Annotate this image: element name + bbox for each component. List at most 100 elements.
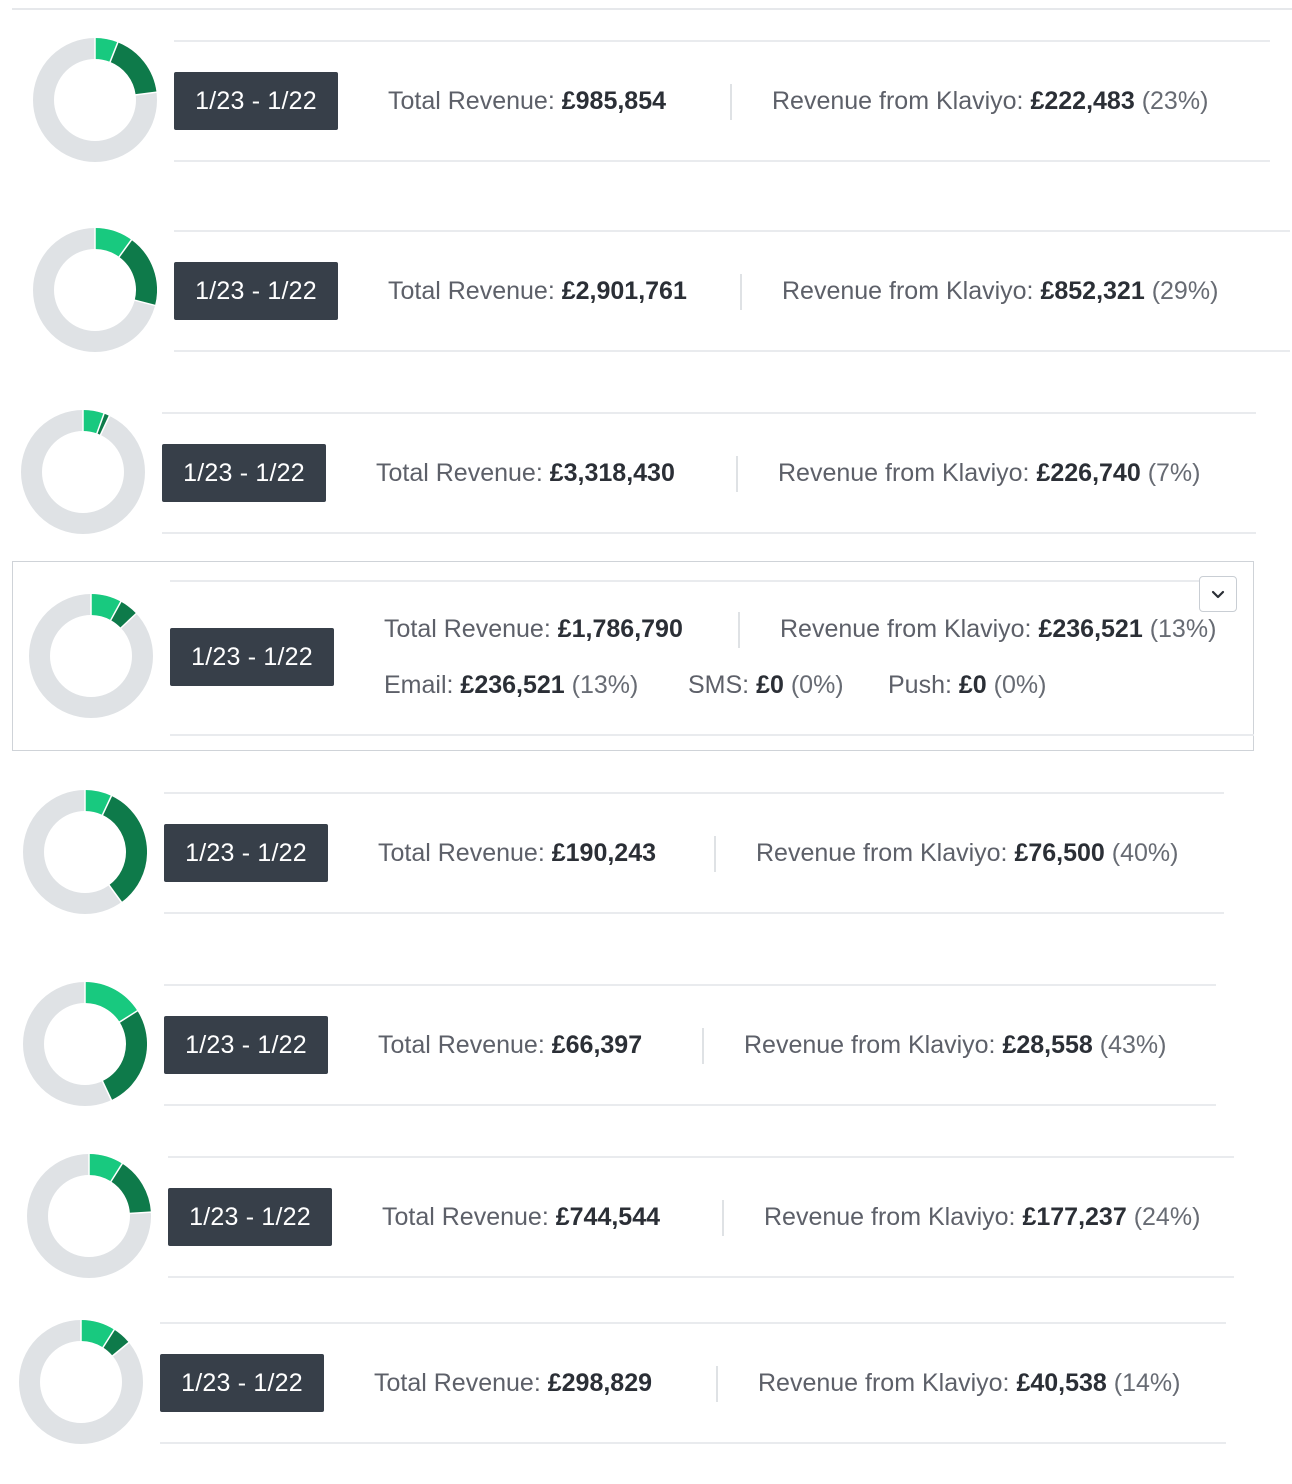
card-bottom-border: [164, 912, 1224, 914]
total-revenue-value: £66,397: [551, 1031, 643, 1059]
klaviyo-revenue-percent: (43%): [1099, 1031, 1167, 1059]
card-bottom-border: [160, 1442, 1226, 1444]
klaviyo-revenue: Revenue from Klaviyo: £28,558 (43%): [744, 1030, 1166, 1060]
push-revenue-value: £0: [958, 671, 987, 699]
total-revenue: Total Revenue: £744,544: [382, 1202, 660, 1232]
total-revenue-label: Total Revenue:: [388, 277, 555, 305]
donut-separator: [134, 91, 157, 96]
date-range-badge: 1/23 - 1/22: [168, 1188, 332, 1246]
total-revenue-value: £744,544: [555, 1203, 661, 1231]
revenue-donut-chart: [27, 1154, 151, 1278]
klaviyo-revenue-value: £177,237: [1022, 1203, 1127, 1231]
donut-email-segment: [80, 1320, 115, 1348]
donut-svg: [29, 594, 153, 718]
donut-separator: [101, 794, 113, 817]
card-bottom-border: [170, 734, 1254, 736]
donut-sms-segment: [110, 601, 137, 629]
push-revenue-percent: (0%): [993, 671, 1047, 699]
donut-svg: [33, 228, 157, 352]
card-top-border: [170, 580, 1200, 582]
card-bottom-border: [164, 1104, 1216, 1106]
donut-separator: [117, 238, 133, 259]
revenue-donut-chart: [19, 1320, 143, 1444]
total-revenue: Total Revenue: £1,786,790: [384, 614, 683, 644]
revenue-donut-chart: [33, 228, 157, 352]
date-range-badge: 1/23 - 1/22: [160, 1354, 324, 1412]
donut-sms-segment: [110, 1163, 151, 1214]
donut-email-segment: [94, 38, 118, 63]
donut-separator: [107, 883, 123, 904]
klaviyo-revenue: Revenue from Klaviyo: £76,500 (40%): [756, 838, 1178, 868]
donut-svg: [33, 38, 157, 162]
klaviyo-revenue-value: £852,321: [1040, 277, 1145, 305]
revenue-donut-chart: [21, 410, 145, 534]
total-revenue-value: £3,318,430: [549, 459, 675, 487]
total-revenue: Total Revenue: £190,243: [378, 838, 656, 868]
klaviyo-revenue-value: £222,483: [1030, 87, 1135, 115]
donut-svg: [21, 410, 145, 534]
chevron-down-icon: [1211, 590, 1225, 599]
metric-divider: [736, 456, 738, 492]
total-revenue-label: Total Revenue:: [378, 1031, 545, 1059]
donut-svg: [27, 1154, 151, 1278]
revenue-donut-chart: [29, 594, 153, 718]
revenue-donut-chart: [23, 790, 147, 914]
klaviyo-revenue-value: £40,538: [1016, 1369, 1107, 1397]
donut-email-segment: [94, 228, 132, 258]
revenue-donut-chart: [33, 38, 157, 162]
top-divider: [12, 8, 1292, 10]
klaviyo-revenue-label: Revenue from Klaviyo:: [756, 839, 1008, 867]
total-revenue-value: £1,786,790: [557, 615, 683, 643]
total-revenue-label: Total Revenue:: [376, 459, 543, 487]
klaviyo-revenue-label: Revenue from Klaviyo:: [764, 1203, 1016, 1231]
date-range-badge: 1/23 - 1/22: [170, 628, 334, 686]
total-revenue: Total Revenue: £66,397: [378, 1030, 642, 1060]
klaviyo-revenue-label: Revenue from Klaviyo:: [744, 1031, 996, 1059]
metric-divider: [716, 1366, 718, 1402]
card-bottom-border: [174, 350, 1290, 352]
donut-separator: [133, 299, 157, 307]
metric-divider: [722, 1200, 724, 1236]
total-revenue: Total Revenue: £3,318,430: [376, 458, 675, 488]
total-revenue-label: Total Revenue:: [374, 1369, 541, 1397]
card-top-border: [164, 984, 1216, 986]
donut-email-segment: [90, 594, 121, 621]
klaviyo-revenue-value: £28,558: [1002, 1031, 1093, 1059]
donut-sms-segment: [102, 795, 147, 903]
metric-divider: [740, 274, 742, 310]
push-revenue: Push: £0 (0%): [888, 670, 1046, 700]
card-top-border: [162, 412, 1256, 414]
card-top-border: [164, 792, 1224, 794]
klaviyo-revenue-percent: (14%): [1113, 1369, 1181, 1397]
klaviyo-revenue-label: Revenue from Klaviyo:: [772, 87, 1024, 115]
donut-separator: [128, 1211, 151, 1215]
donut-svg: [23, 982, 147, 1106]
email-revenue-value: £236,521: [460, 671, 565, 699]
klaviyo-revenue: Revenue from Klaviyo: £852,321 (29%): [782, 276, 1218, 306]
donut-email-segment: [82, 410, 105, 434]
collapse-toggle-button[interactable]: [1199, 576, 1237, 612]
total-revenue-label: Total Revenue:: [388, 87, 555, 115]
klaviyo-revenue-percent: (29%): [1151, 277, 1219, 305]
donut-track: [21, 410, 145, 534]
card-top-border: [174, 40, 1270, 42]
donut-email-segment: [84, 982, 138, 1023]
donut-separator: [109, 1162, 124, 1183]
total-revenue-value: £985,854: [561, 87, 667, 115]
metric-divider: [702, 1028, 704, 1064]
donut-separator: [95, 412, 106, 435]
donut-separator: [101, 1328, 116, 1349]
donut-svg: [19, 1320, 143, 1444]
klaviyo-revenue-value: £226,740: [1036, 459, 1141, 487]
klaviyo-revenue: Revenue from Klaviyo: £226,740 (7%): [778, 458, 1201, 488]
donut-separator: [109, 41, 119, 64]
klaviyo-revenue-percent: (40%): [1111, 839, 1179, 867]
total-revenue: Total Revenue: £2,901,761: [388, 276, 687, 306]
selected-card-frame: [12, 561, 1254, 751]
klaviyo-revenue: Revenue from Klaviyo: £236,521 (13%): [780, 614, 1216, 644]
klaviyo-revenue-percent: (24%): [1133, 1203, 1201, 1231]
klaviyo-revenue: Revenue from Klaviyo: £177,237 (24%): [764, 1202, 1200, 1232]
donut-svg: [23, 790, 147, 914]
klaviyo-revenue-label: Revenue from Klaviyo:: [782, 277, 1034, 305]
metric-divider: [714, 836, 716, 872]
